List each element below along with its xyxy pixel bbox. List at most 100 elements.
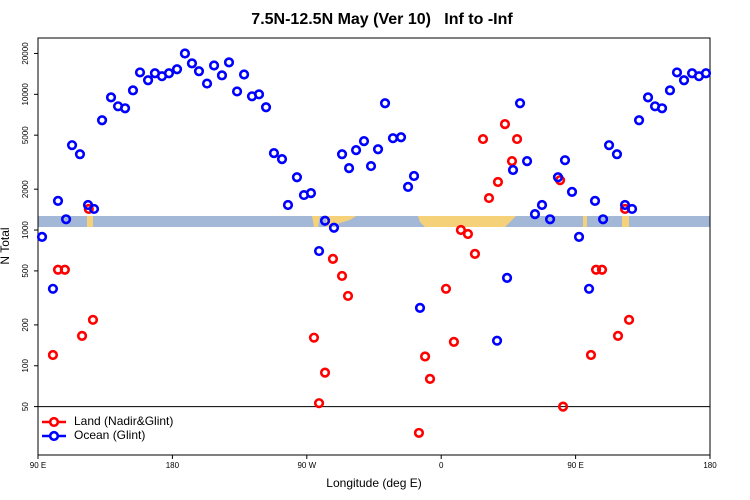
point — [585, 349, 597, 361]
point — [319, 215, 331, 226]
legend-label: Ocean (Glint) — [74, 428, 145, 442]
point — [626, 203, 638, 215]
point — [583, 283, 595, 294]
point — [506, 156, 518, 167]
point — [328, 222, 340, 233]
point — [52, 195, 64, 206]
point — [414, 302, 426, 313]
x-tick-label: 90 W — [297, 461, 316, 470]
point — [96, 115, 108, 126]
y-tick-label: 500 — [21, 264, 30, 278]
point — [483, 192, 495, 204]
point — [573, 231, 585, 243]
point — [74, 149, 86, 160]
point — [276, 154, 288, 165]
y-tick-label: 5000 — [21, 126, 30, 144]
point — [47, 349, 59, 361]
point — [87, 314, 99, 325]
point — [633, 115, 645, 126]
point — [60, 214, 72, 225]
point — [201, 78, 213, 89]
point — [492, 176, 504, 188]
point — [700, 68, 712, 79]
point — [619, 199, 631, 211]
point — [193, 66, 205, 77]
point — [291, 172, 303, 183]
point — [596, 264, 608, 275]
point — [134, 67, 146, 78]
point — [611, 149, 623, 160]
point — [327, 253, 339, 264]
point — [47, 283, 59, 294]
point — [511, 133, 523, 145]
land-ocean-strip — [38, 216, 710, 227]
point — [419, 351, 431, 362]
point — [413, 427, 425, 439]
x-tick-label: 90 E — [30, 461, 46, 470]
point — [127, 85, 139, 96]
point — [186, 58, 198, 69]
point — [142, 75, 154, 86]
plot-frame — [37, 37, 711, 456]
y-tick-label: 100 — [21, 359, 30, 373]
point — [455, 224, 467, 236]
point — [105, 92, 117, 103]
point — [36, 231, 48, 243]
point — [501, 272, 513, 283]
point — [559, 155, 571, 166]
point — [469, 248, 481, 260]
point — [678, 75, 690, 86]
point — [589, 195, 601, 206]
point — [238, 69, 250, 80]
point — [656, 103, 668, 114]
point — [491, 335, 503, 346]
point — [336, 149, 348, 160]
point — [365, 160, 377, 172]
point — [424, 373, 436, 385]
chart-title: 7.5N-12.5N May (Ver 10) Inf to -Inf — [251, 11, 513, 28]
point — [66, 140, 78, 151]
x-tick-label: 90 E — [567, 461, 583, 470]
point — [231, 86, 243, 97]
point — [590, 264, 602, 275]
y-tick-label: 1000 — [21, 221, 30, 239]
point — [544, 214, 556, 225]
point — [408, 170, 420, 182]
point — [597, 214, 609, 225]
point — [268, 147, 280, 159]
y-tick-label: 200 — [21, 318, 30, 332]
point — [499, 119, 511, 130]
point — [59, 264, 70, 275]
y-tick-label: 10000 — [21, 83, 30, 106]
point — [507, 164, 519, 176]
point — [395, 132, 407, 143]
point — [336, 270, 348, 282]
point — [557, 401, 569, 412]
legend-marker — [48, 416, 60, 428]
point — [642, 92, 654, 103]
point — [379, 98, 391, 109]
point — [223, 57, 235, 68]
x-tick-label: 0 — [439, 461, 444, 470]
point — [208, 60, 220, 71]
point — [308, 332, 320, 343]
legend-label: Land (Nadir&Glint) — [74, 414, 173, 428]
y-axis-label: N Total — [0, 227, 12, 264]
point — [387, 133, 399, 144]
legend-marker — [48, 430, 60, 442]
point — [282, 199, 294, 211]
point — [171, 64, 183, 75]
point — [536, 199, 548, 211]
point — [88, 203, 100, 215]
point — [664, 85, 676, 96]
point — [216, 70, 228, 81]
point — [552, 172, 564, 183]
point — [260, 102, 272, 113]
point — [477, 133, 489, 145]
y-tick-label: 20000 — [21, 42, 30, 65]
point — [313, 245, 325, 257]
point — [179, 48, 191, 59]
point — [440, 283, 452, 294]
x-tick-label: 180 — [703, 461, 717, 470]
